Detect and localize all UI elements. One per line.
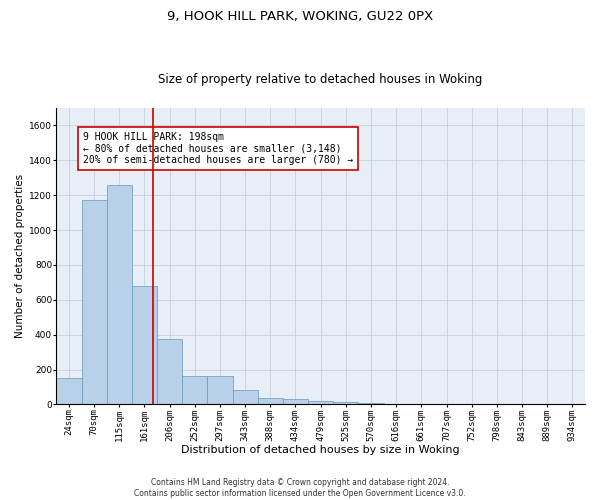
Y-axis label: Number of detached properties: Number of detached properties (15, 174, 25, 338)
Bar (82, 200, 107, 404)
Bar (56, 378, 82, 404)
X-axis label: Distribution of detached houses by size in Woking: Distribution of detached houses by size … (181, 445, 460, 455)
Text: Contains HM Land Registry data © Crown copyright and database right 2024.
Contai: Contains HM Land Registry data © Crown c… (134, 478, 466, 498)
Bar (283, 399, 308, 404)
Bar (258, 398, 283, 404)
Title: Size of property relative to detached houses in Woking: Size of property relative to detached ho… (158, 73, 483, 86)
Bar (157, 339, 182, 404)
Text: 9, HOOK HILL PARK, WOKING, GU22 0PX: 9, HOOK HILL PARK, WOKING, GU22 0PX (167, 10, 433, 23)
Bar (182, 376, 208, 404)
Bar (333, 402, 358, 404)
Text: 9 HOOK HILL PARK: 198sqm
← 80% of detached houses are smaller (3,148)
20% of sem: 9 HOOK HILL PARK: 198sqm ← 80% of detach… (83, 132, 353, 165)
Bar (132, 286, 157, 405)
Bar (208, 376, 233, 404)
Bar (233, 390, 258, 404)
Bar (358, 402, 383, 404)
Bar (107, 184, 132, 404)
Bar (308, 401, 333, 404)
